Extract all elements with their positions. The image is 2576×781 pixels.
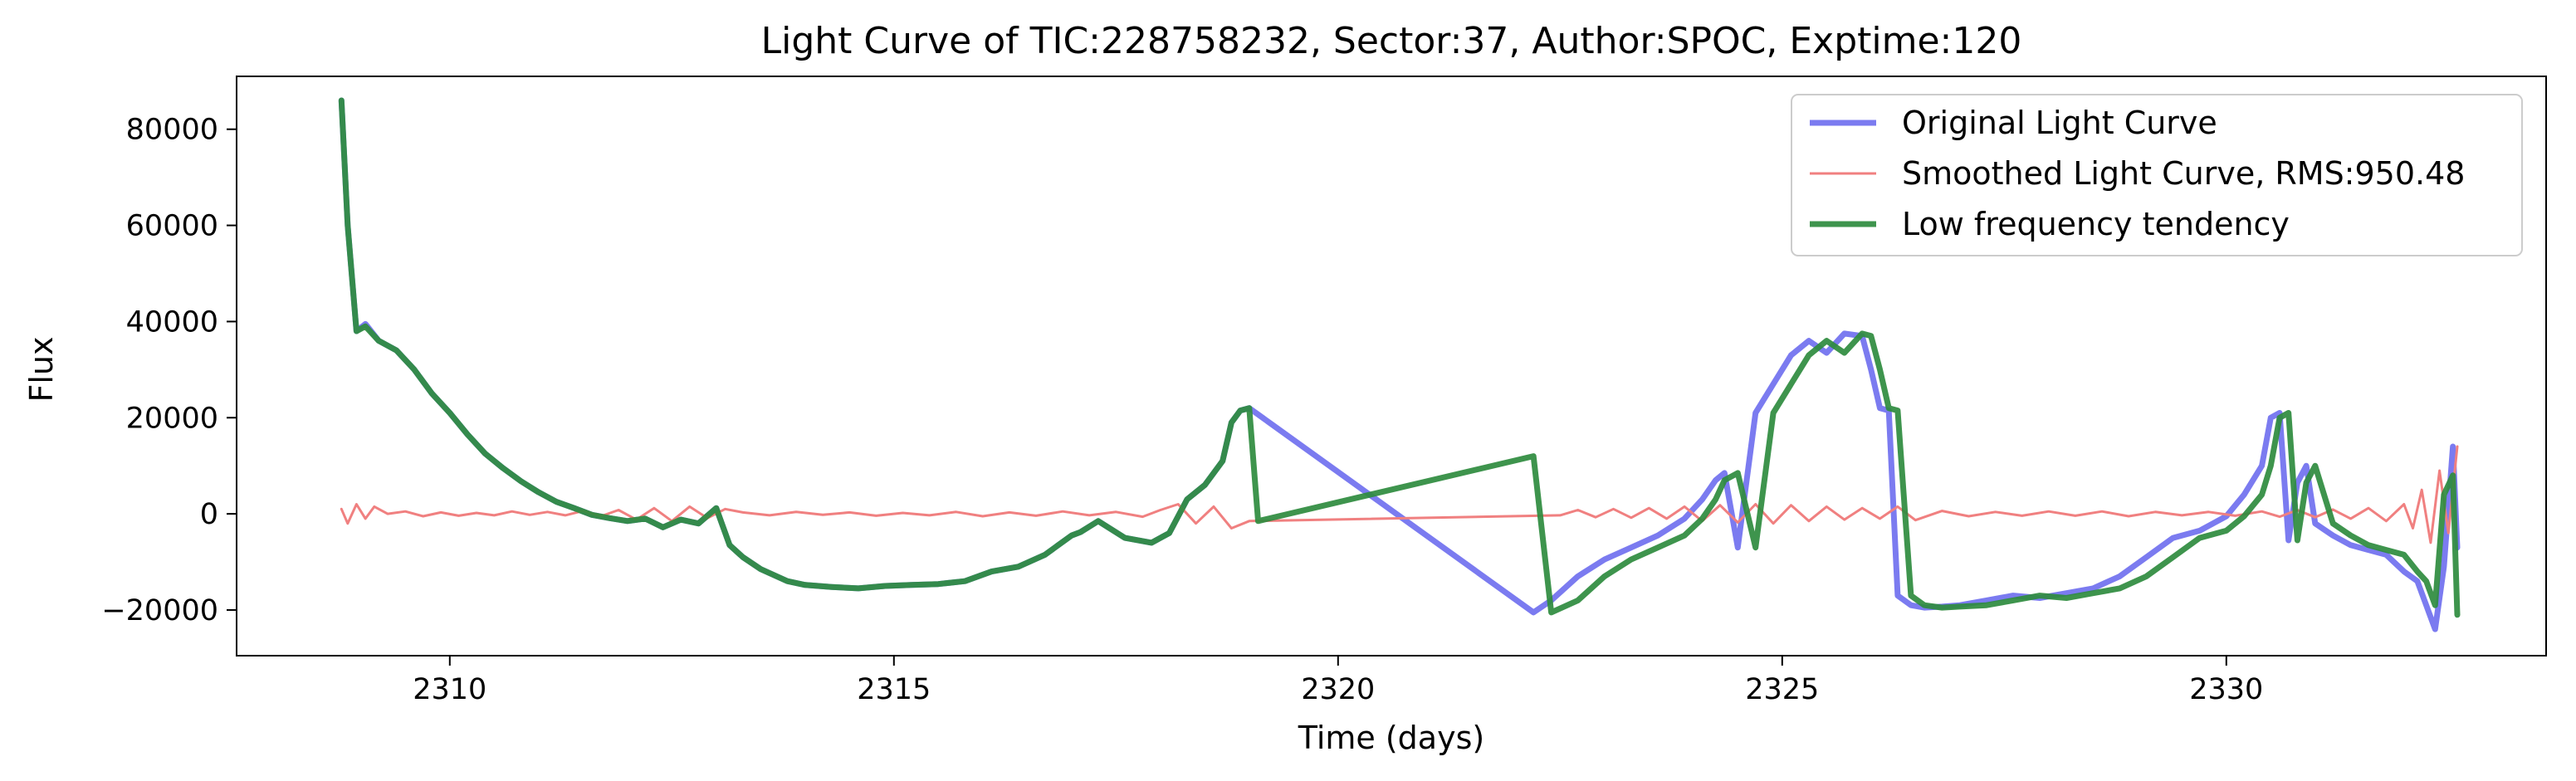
y-tick-label: 60000 xyxy=(126,210,218,243)
y-axis-label: Flux xyxy=(23,337,60,403)
x-tick-label: 2330 xyxy=(2189,673,2263,706)
y-tick-label: −20000 xyxy=(101,594,218,627)
y-tick-label: 40000 xyxy=(126,305,218,339)
legend-label-3: Low frequency tendency xyxy=(1902,206,2290,242)
x-axis-label: Time (days) xyxy=(1298,720,1484,756)
x-tick-label: 2315 xyxy=(857,673,931,706)
plot-frame xyxy=(236,76,2547,657)
series-line-3 xyxy=(338,97,2461,618)
x-tick-label: 2310 xyxy=(413,673,486,706)
y-tick-label: 80000 xyxy=(126,114,218,147)
series-group xyxy=(338,97,2461,632)
legend-label-2: Smoothed Light Curve, RMS:950.48 xyxy=(1902,155,2465,192)
series-line-2 xyxy=(340,445,2459,544)
legend-box xyxy=(1791,94,2523,256)
y-tick-label: 20000 xyxy=(126,402,218,435)
legend-label-1: Original Light Curve xyxy=(1902,105,2217,141)
plot-area: 2310 2315 2320 2325 2330 −20000 0 20000 40000 600… xyxy=(101,76,2547,706)
x-tick-label: 2320 xyxy=(1301,673,1375,706)
chart-title: Light Curve of TIC:228758232, Sector:37,… xyxy=(761,20,2022,62)
legend: Original Light Curve Smoothed Light Curve… xyxy=(1791,94,2523,256)
x-tick-label: 2325 xyxy=(1745,673,1819,706)
y-tick-label: 0 xyxy=(200,498,218,531)
